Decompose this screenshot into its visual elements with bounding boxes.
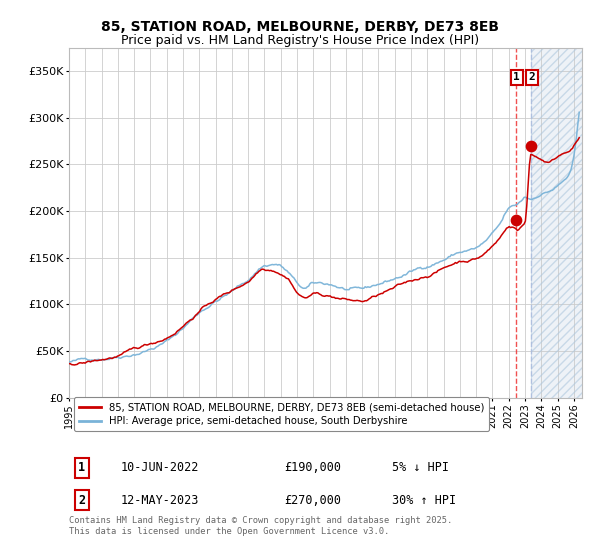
Point xyxy=(526,141,536,150)
Text: £190,000: £190,000 xyxy=(284,461,341,474)
Text: 12-MAY-2023: 12-MAY-2023 xyxy=(121,493,199,507)
Text: Price paid vs. HM Land Registry's House Price Index (HPI): Price paid vs. HM Land Registry's House … xyxy=(121,34,479,46)
Text: £270,000: £270,000 xyxy=(284,493,341,507)
Bar xyxy=(531,48,582,398)
Text: 2: 2 xyxy=(78,493,85,507)
Text: 1: 1 xyxy=(78,461,85,474)
Text: Contains HM Land Registry data © Crown copyright and database right 2025.
This d: Contains HM Land Registry data © Crown c… xyxy=(69,516,452,536)
Text: 30% ↑ HPI: 30% ↑ HPI xyxy=(392,493,457,507)
Text: 85, STATION ROAD, MELBOURNE, DERBY, DE73 8EB: 85, STATION ROAD, MELBOURNE, DERBY, DE73… xyxy=(101,20,499,34)
Legend: 85, STATION ROAD, MELBOURNE, DERBY, DE73 8EB (semi-detached house), HPI: Average: 85, STATION ROAD, MELBOURNE, DERBY, DE73… xyxy=(74,398,490,431)
Text: 2: 2 xyxy=(529,72,535,82)
Text: 1: 1 xyxy=(514,72,520,82)
Text: 10-JUN-2022: 10-JUN-2022 xyxy=(121,461,199,474)
Point xyxy=(511,216,521,225)
Text: 5% ↓ HPI: 5% ↓ HPI xyxy=(392,461,449,474)
Bar xyxy=(531,48,582,398)
